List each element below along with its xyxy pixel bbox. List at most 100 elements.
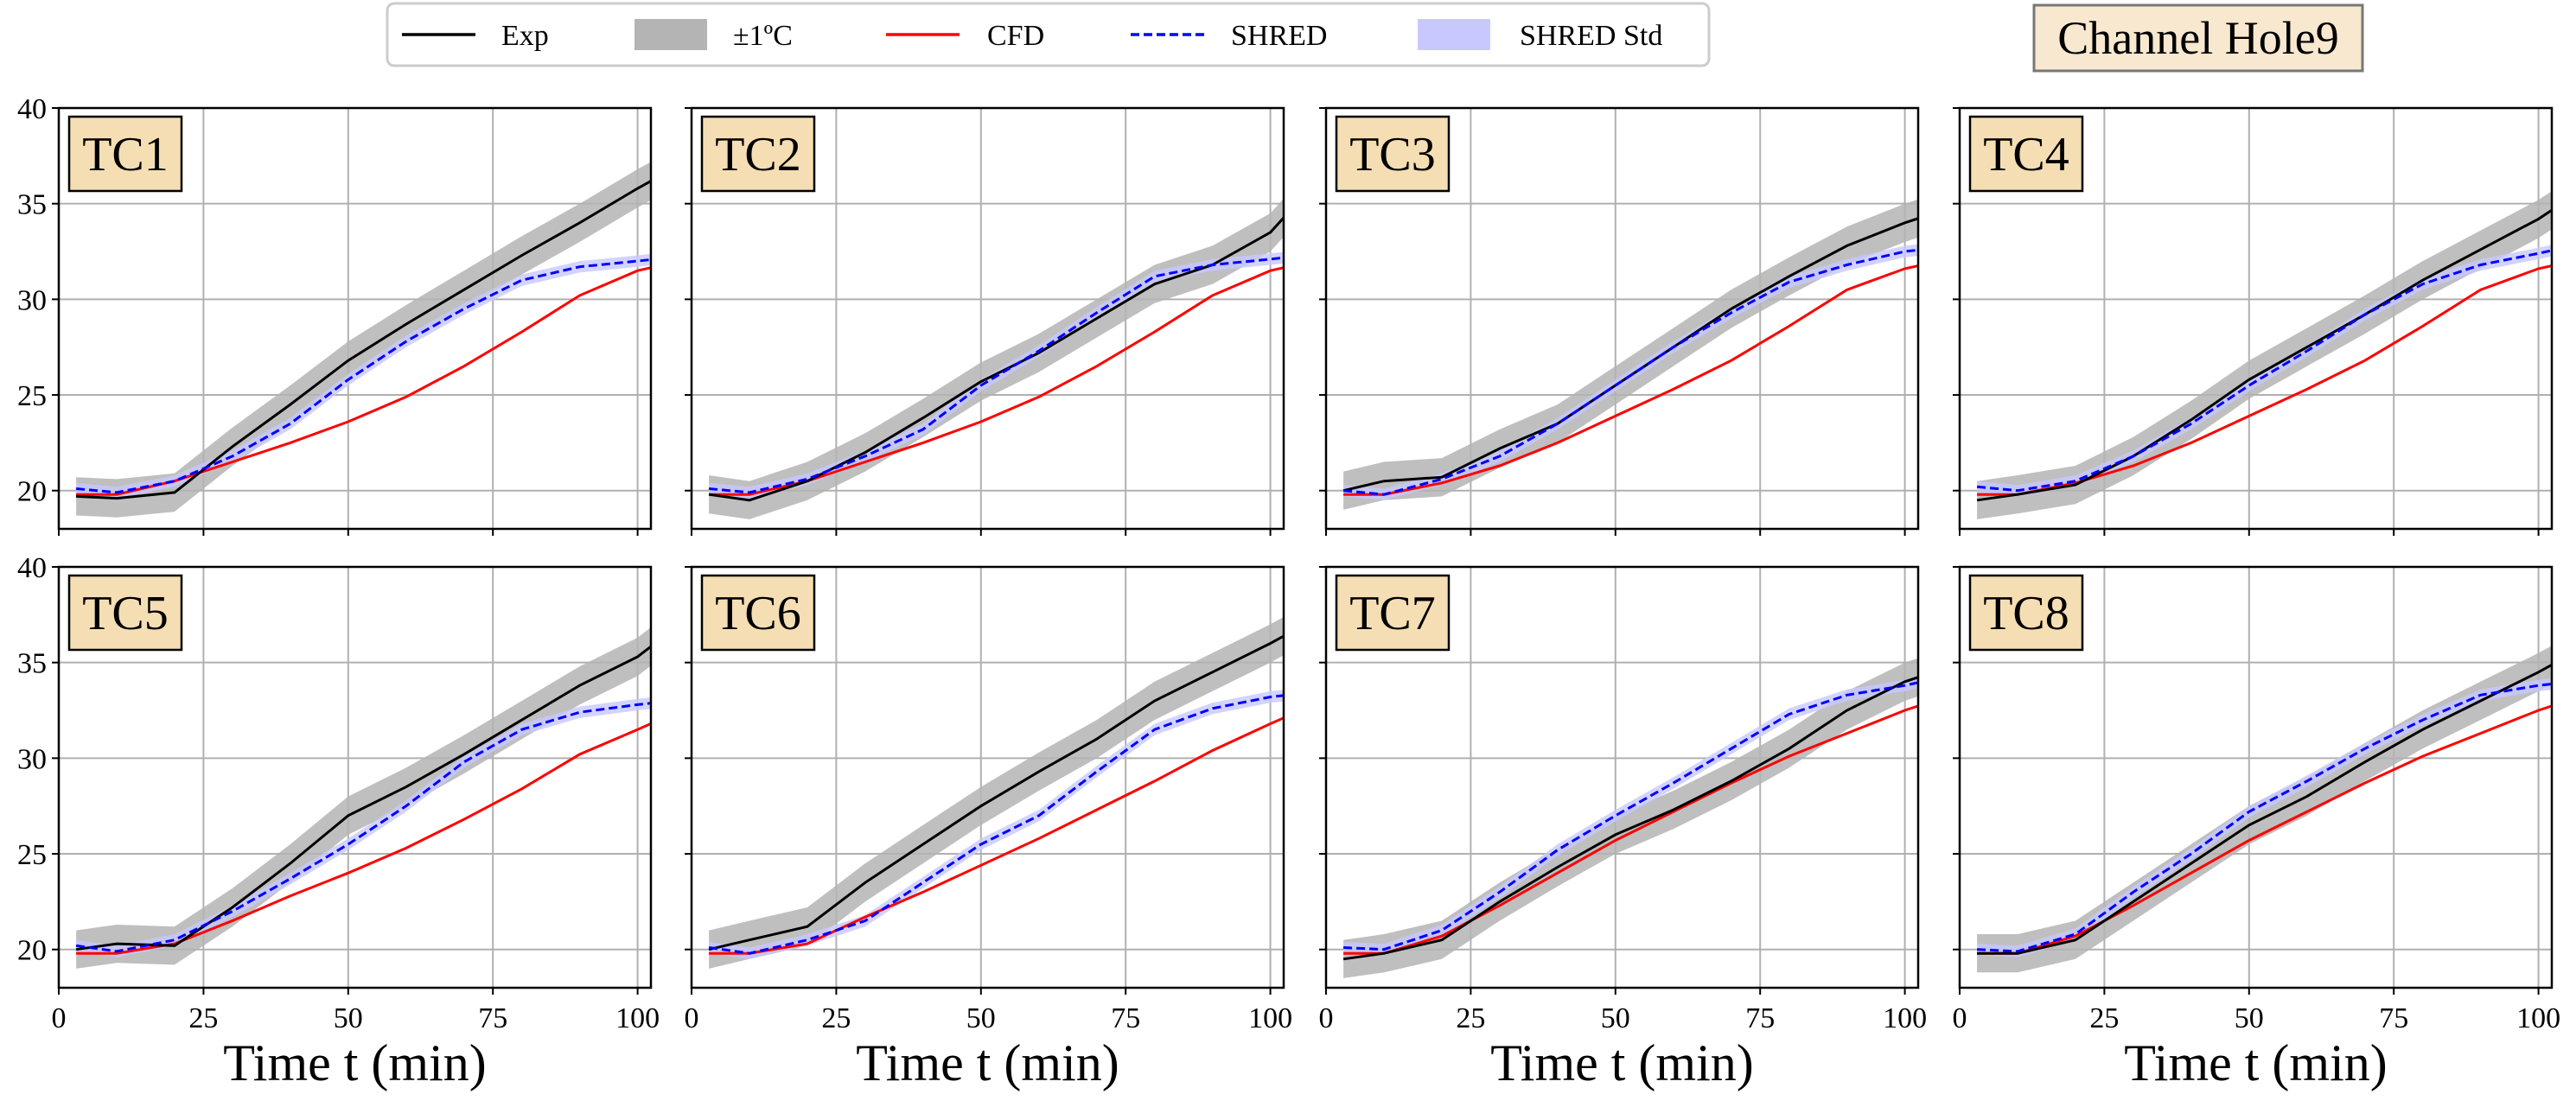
series-group [75,162,651,518]
x-axis-label: Time t (min) [2124,1034,2387,1091]
x-axis-label: Time t (min) [1490,1034,1753,1091]
cfd-line [1343,704,1918,955]
y-tick-label: 20 [17,476,47,508]
legend-item-band: ±1ºC [634,19,793,52]
y-tick-label: 35 [17,648,47,680]
x-tick-label: 25 [2089,1002,2119,1034]
shred-line [1342,248,1918,496]
x-tick-label: 100 [1883,1002,1927,1034]
exp-band [709,198,1284,519]
series-group [1977,646,2552,973]
legend-label-band: ±1ºC [733,20,793,52]
axes-frame [57,565,653,989]
x-tick-label: 25 [188,1002,218,1034]
exp-band [1977,191,2552,519]
exp-band [1343,199,1918,510]
exp-line [1342,676,1918,961]
subplot-tc4: TC4 [1953,106,2554,536]
axes-frame [690,565,1285,989]
subplot-tc8: 0 25 50 75 100 TC8 Time t (min) [1953,565,2560,1091]
x-tick-label: 25 [821,1002,851,1034]
shred-line [1976,249,2552,493]
panel-label: TC3 [1349,128,1436,181]
exp-line [1977,663,2552,955]
axes-frame [1958,106,2554,531]
panel-label-box [1335,574,1451,652]
series-group [1342,199,1918,510]
legend-frame [386,2,1711,67]
x-tick-label: 100 [615,1002,660,1034]
shred-line [75,258,651,494]
y-tick-label: 30 [17,284,47,316]
panel-label: TC2 [715,128,801,181]
legend-item-shred-std: SHRED Std [1418,19,1662,52]
x-tick-label: 0 [1319,1002,1334,1034]
panel-label-box [1335,115,1451,193]
shred-line [708,256,1284,494]
exp-line [708,215,1284,502]
x-tick-label: 0 [685,1002,699,1034]
subplot-tc2: TC2 [685,106,1285,536]
cfd-line [1977,704,2552,955]
series-group [1976,191,2552,519]
x-tick-label: 0 [1953,1002,1967,1034]
legend-label-exp: Exp [501,20,549,52]
panel-label: TC7 [1349,587,1436,640]
figure-title: Channel Hole9 [2057,12,2338,64]
x-tick-label: 50 [2235,1002,2264,1034]
y-tick-label: 40 [17,93,47,125]
subplot-tc3: TC3 [1319,106,1920,536]
shred-line [75,702,651,953]
shred-line [1343,681,1918,951]
shred-std-band [1343,244,1918,500]
y-tick-label: 25 [17,839,47,871]
panel-label-box [67,115,183,193]
exp-band [709,616,1284,969]
legend-item-cfd: CFD [886,20,1044,52]
cfd-line [76,266,651,496]
legend-label-cfd: CFD [987,20,1044,52]
series-group [75,627,651,969]
x-tick-label: 50 [966,1002,996,1034]
x-tick-label: 50 [1601,1002,1630,1034]
shred-line [1977,683,2552,953]
y-tick-label: 40 [17,552,47,584]
figure-title-box: Channel Hole9 [2032,3,2364,73]
exp-line [708,634,1284,951]
panel-label-box [1968,115,2084,193]
exp-line [1976,208,2552,502]
legend-item-exp: Exp [402,20,549,52]
axes-frame [690,106,1285,531]
x-tick-label: 100 [1248,1002,1292,1034]
subplot-tc1: 20 25 30 35 40 TC1 [17,93,653,536]
exp-band [76,627,651,969]
x-tick-label: 0 [52,1002,67,1034]
legend-item-shred: SHRED [1131,20,1327,52]
x-axis-label: Time t (min) [223,1034,486,1091]
exp-line [76,179,651,500]
y-tick-label: 20 [17,935,47,967]
shred-line [708,694,1284,955]
x-tick-label: 75 [1111,1002,1140,1034]
exp-band [76,162,651,518]
exp-line [1342,217,1918,493]
axes-frame [1324,106,1920,531]
series-group [1342,658,1918,978]
panel-label: TC6 [715,587,801,640]
panel-label: TC5 [82,587,169,640]
panel-label-box [700,574,816,652]
legend-label-shred: SHRED [1231,20,1327,52]
x-tick-label: 50 [334,1002,363,1034]
subplot-tc6: 0 25 50 75 100 TC6 Time t (min) [685,565,1292,1091]
x-tick-label: 75 [478,1002,507,1034]
exp-line [75,645,651,951]
subplot-tc5: 0 25 50 75 100 20 25 30 35 40 TC5 Time t (min) [17,552,660,1091]
legend: Exp ±1ºC CFD SHRED SHRED Std [386,2,1711,67]
cfd-line [1343,264,1918,496]
legend-label-shred-std: SHRED Std [1520,20,1662,52]
y-tick-label: 25 [17,380,47,412]
x-tick-label: 100 [2516,1002,2560,1034]
cfd-line [709,716,1284,955]
y-tick-label: 35 [17,189,47,221]
